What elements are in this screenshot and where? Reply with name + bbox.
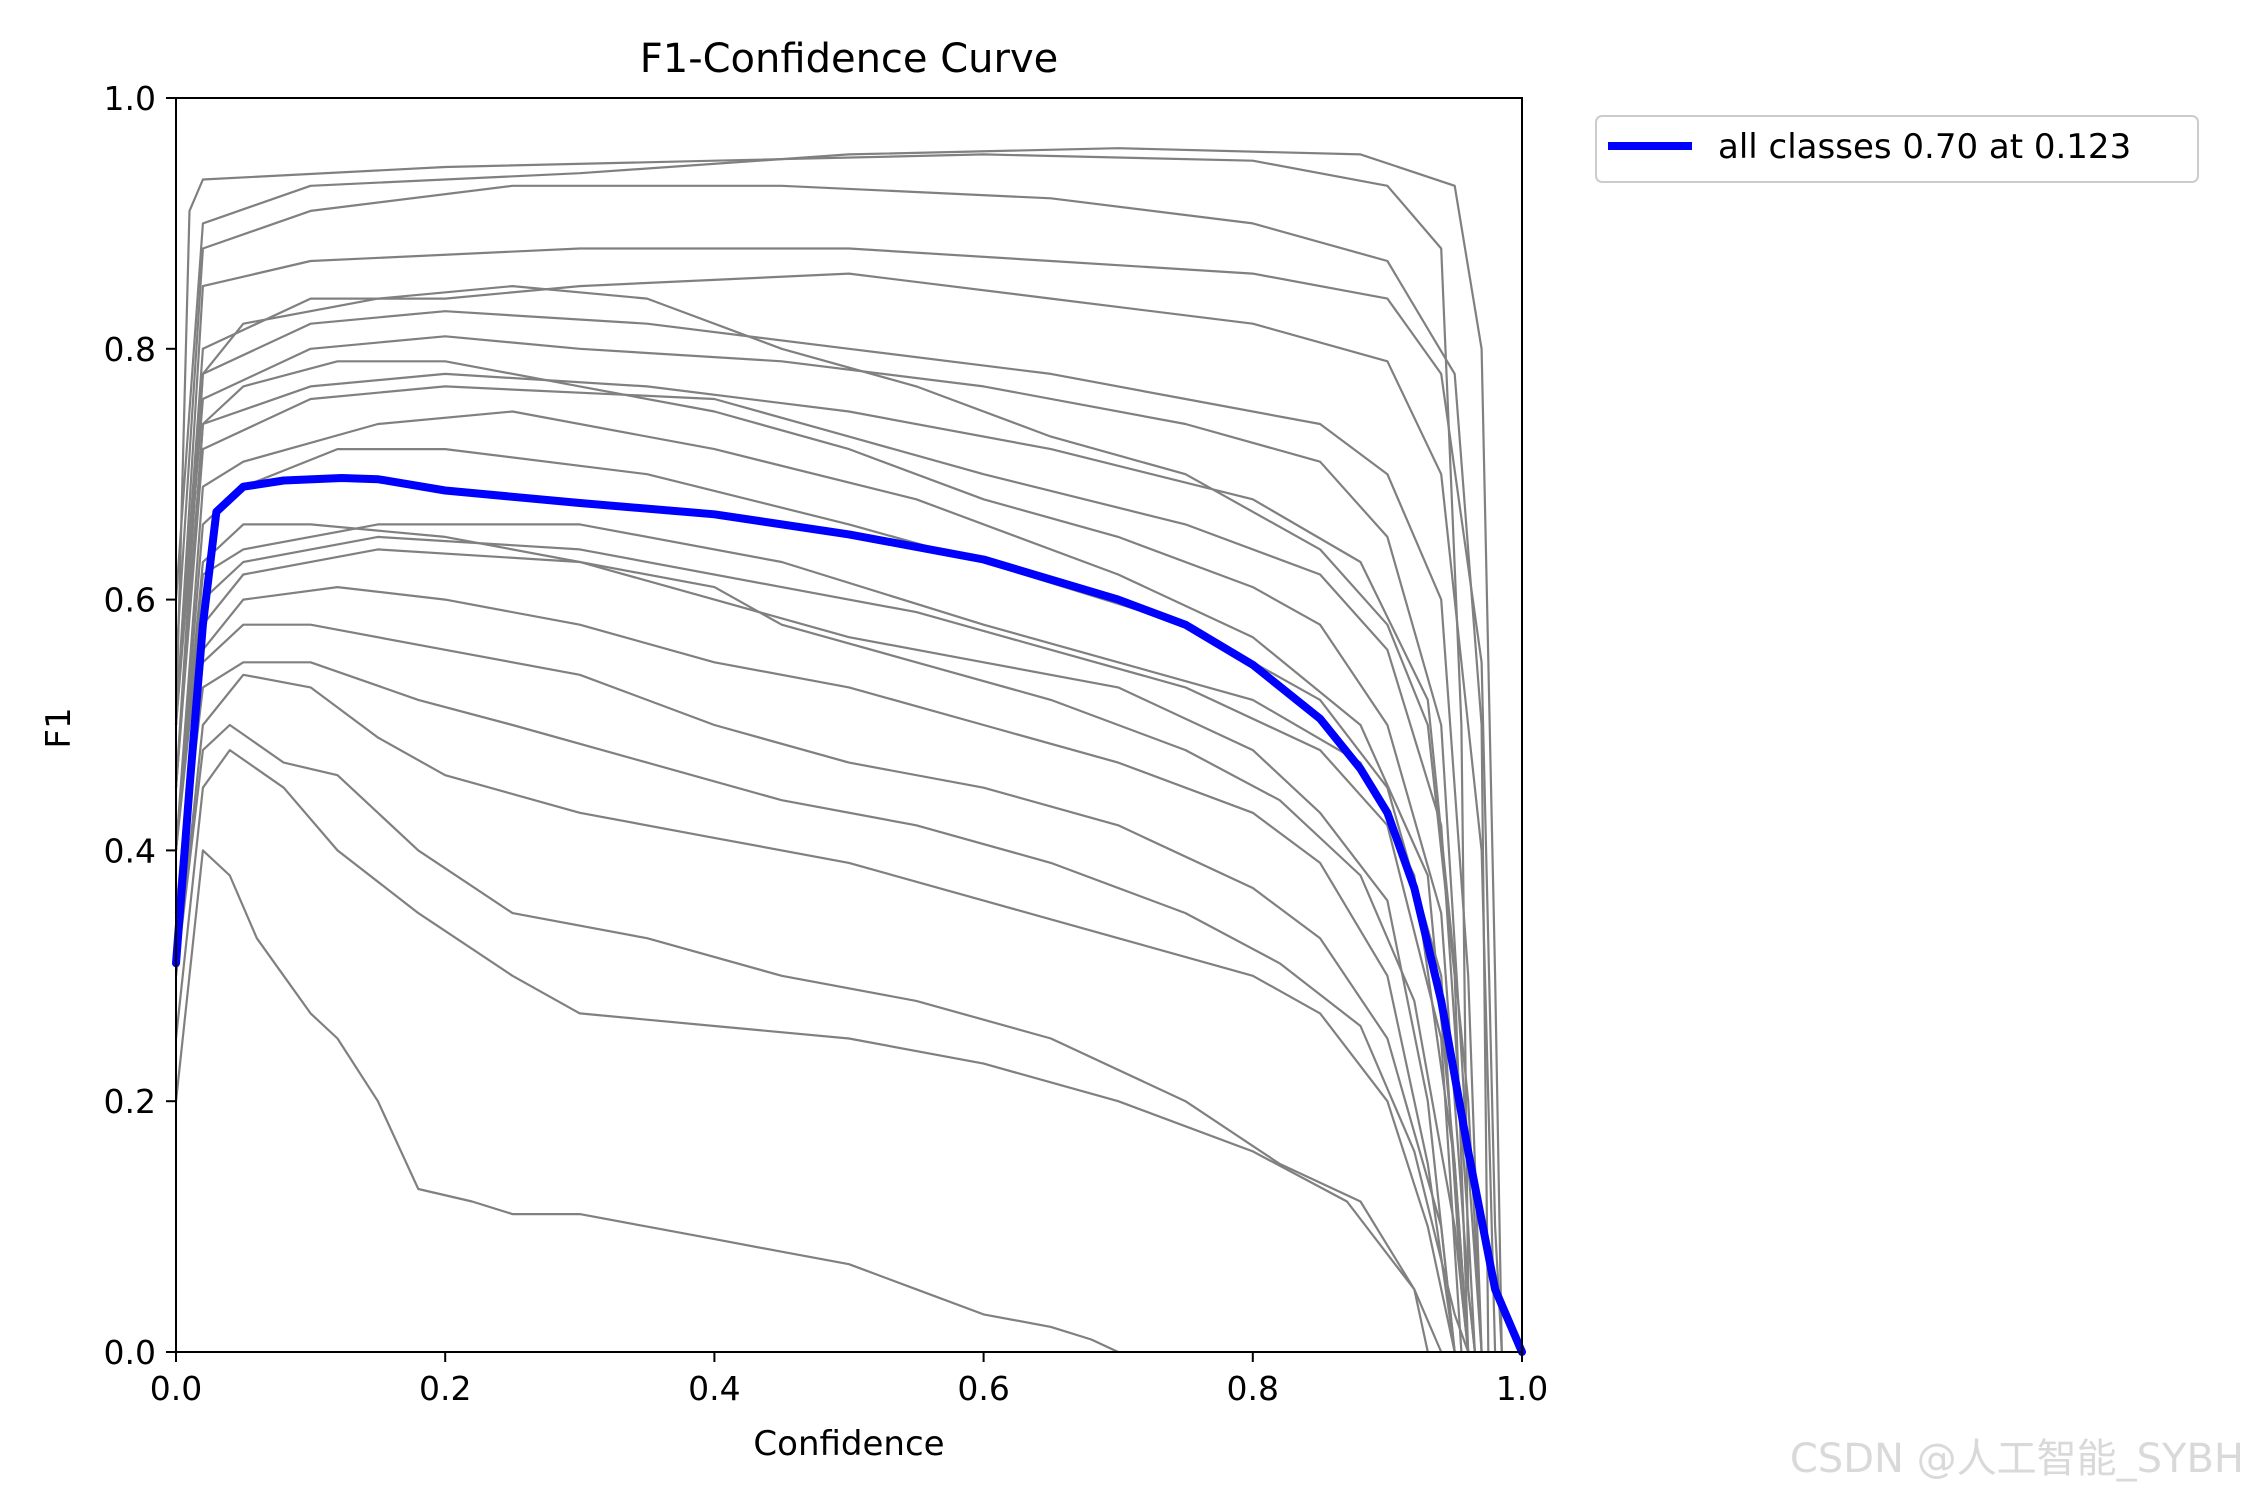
class-series-line-3 [174, 184, 1490, 1353]
x-tick-label: 0.2 [419, 1369, 471, 1408]
class-series-line-4 [174, 247, 1503, 1353]
y-tick-label: 0.2 [104, 1082, 156, 1121]
class-series-line-15 [174, 585, 1456, 1353]
x-tick-label: 1.0 [1496, 1369, 1548, 1408]
y-tick-label: 0.6 [104, 581, 156, 620]
y-axis-label: F1 [39, 707, 79, 748]
y-tick-label: 0.4 [104, 831, 156, 870]
class-series-line-19 [174, 723, 1443, 1353]
legend-box [1595, 115, 2199, 183]
class-series-line-12 [174, 523, 1470, 1353]
class-series-line-17 [174, 661, 1470, 1353]
class-series-line-8 [174, 372, 1483, 1353]
y-tick-label: 0.0 [104, 1333, 156, 1372]
class-series-line-7 [174, 335, 1483, 1353]
class-series-line-24 [174, 523, 1470, 1353]
class-series-line-16 [174, 623, 1456, 1353]
class-series-line-9 [174, 385, 1476, 1353]
class-series-line-18 [174, 673, 1456, 1353]
legend: all classes 0.70 at 0.123 [1595, 115, 2199, 183]
x-tick-label: 0.0 [150, 1369, 202, 1408]
class-series-line-6 [174, 310, 1483, 1353]
class-series-line-5 [174, 272, 1497, 1353]
class-series-line-21 [174, 849, 1119, 1353]
class-series-line-23 [174, 360, 1476, 1353]
all-classes-series-group [172, 474, 1526, 1356]
class-series-line-2 [174, 147, 1503, 1353]
x-axis: 0.0 0.2 0.4 0.6 0.8 1.0 [150, 1352, 1548, 1408]
x-tick-label: 0.4 [688, 1369, 740, 1408]
plot-frame [175, 97, 1523, 1353]
all-classes-series-line [172, 474, 1526, 1356]
class-series-line-22 [174, 285, 1470, 1353]
y-tick-label: 0.8 [104, 330, 156, 369]
class-series-line-14 [174, 548, 1456, 1353]
legend-label-all-classes: all classes 0.70 at 0.123 [1718, 127, 2131, 167]
y-axis: 0.0 0.2 0.4 0.6 0.8 1.0 [104, 79, 176, 1372]
class-series-line-10 [174, 410, 1470, 1353]
class-series-line-20 [174, 748, 1429, 1353]
chart-title: F1-Confidence Curve [640, 36, 1059, 82]
watermark: CSDN @人工智能_SYBH [1789, 1436, 2244, 1482]
x-axis-label: Confidence [753, 1424, 944, 1464]
y-tick-label: 1.0 [104, 79, 156, 118]
class-series-line-13 [174, 535, 1463, 1353]
x-tick-label: 0.8 [1227, 1369, 1279, 1408]
class-series-line-1 [174, 153, 1476, 1353]
x-tick-label: 0.6 [957, 1369, 1009, 1408]
